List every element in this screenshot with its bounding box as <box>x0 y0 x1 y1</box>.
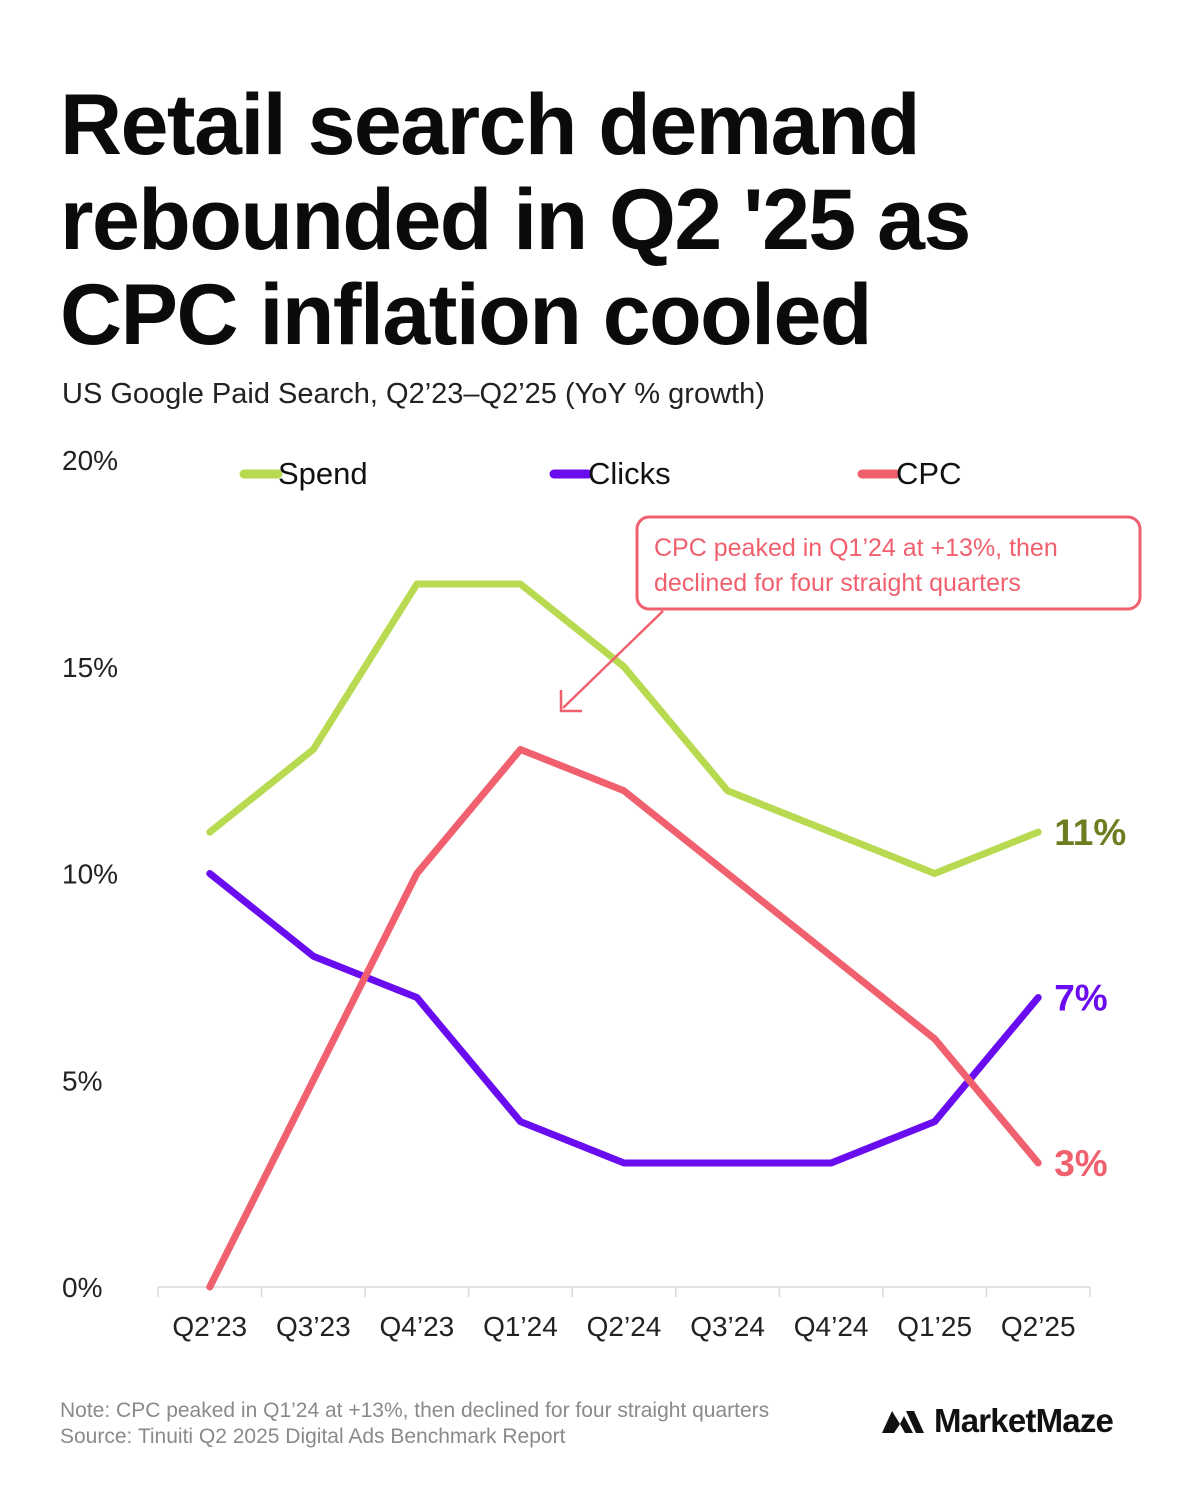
brand-name: MarketMaze <box>934 1402 1114 1439</box>
end-label-clicks: 7% <box>1054 978 1107 1019</box>
x-tick-label: Q2’23 <box>172 1311 247 1342</box>
annotation-box <box>635 515 1142 611</box>
x-tick-label: Q1’24 <box>483 1311 558 1342</box>
y-tick-label: 15% <box>62 652 118 683</box>
y-tick-label: 0% <box>62 1272 102 1303</box>
legend-label-cpc: CPC <box>896 456 961 491</box>
annotation-arrow-line <box>562 610 664 709</box>
y-tick-label: 10% <box>62 859 118 890</box>
x-tick-label: Q4’23 <box>380 1311 455 1342</box>
marketmaze-logo-icon <box>882 1411 924 1433</box>
x-tick-label: Q3’23 <box>276 1311 351 1342</box>
annotation-text: CPC peaked in Q1’24 at +13%, then <box>654 534 1058 562</box>
footer: Note: CPC peaked in Q1’24 at +13%, then … <box>60 1398 769 1450</box>
x-tick-label: Q1’25 <box>897 1311 972 1342</box>
legend-label-spend: Spend <box>278 456 368 491</box>
chart-title: Retail search demand rebounded in Q2 '25… <box>60 77 971 363</box>
footer-source: Source: Tinuiti Q2 2025 Digital Ads Benc… <box>60 1425 566 1448</box>
y-tick-label: 20% <box>62 445 118 476</box>
brand: MarketMaze <box>880 1402 1114 1440</box>
legend-label-clicks: Clicks <box>588 456 671 491</box>
end-label-cpc: 3% <box>1054 1143 1107 1184</box>
series-line-spend <box>206 580 1042 877</box>
line-chart: 0% 5% 10% 15% 20% Q2’23 Q3’23 Q4’23 Q1’24 Q2’24 Q3… <box>62 445 1142 1342</box>
end-label-spend: 11% <box>1054 812 1126 853</box>
annotation-text: declined for four straight quarters <box>654 569 1021 597</box>
series-line-cpc <box>206 745 1042 1291</box>
y-tick-label: 5% <box>62 1065 102 1096</box>
x-tick-label: Q3’24 <box>690 1311 765 1342</box>
chart-subtitle: US Google Paid Search, Q2’23–Q2’25 (YoY … <box>62 378 765 410</box>
x-tick-label: Q2’24 <box>587 1311 662 1342</box>
series-line-clicks <box>206 870 1042 1167</box>
x-tick-label: Q4’24 <box>794 1311 869 1342</box>
footer-note: Note: CPC peaked in Q1’24 at +13%, then … <box>60 1399 770 1422</box>
x-tick-label: Q2’25 <box>1001 1311 1076 1342</box>
annotation-arrow-head <box>559 690 582 713</box>
